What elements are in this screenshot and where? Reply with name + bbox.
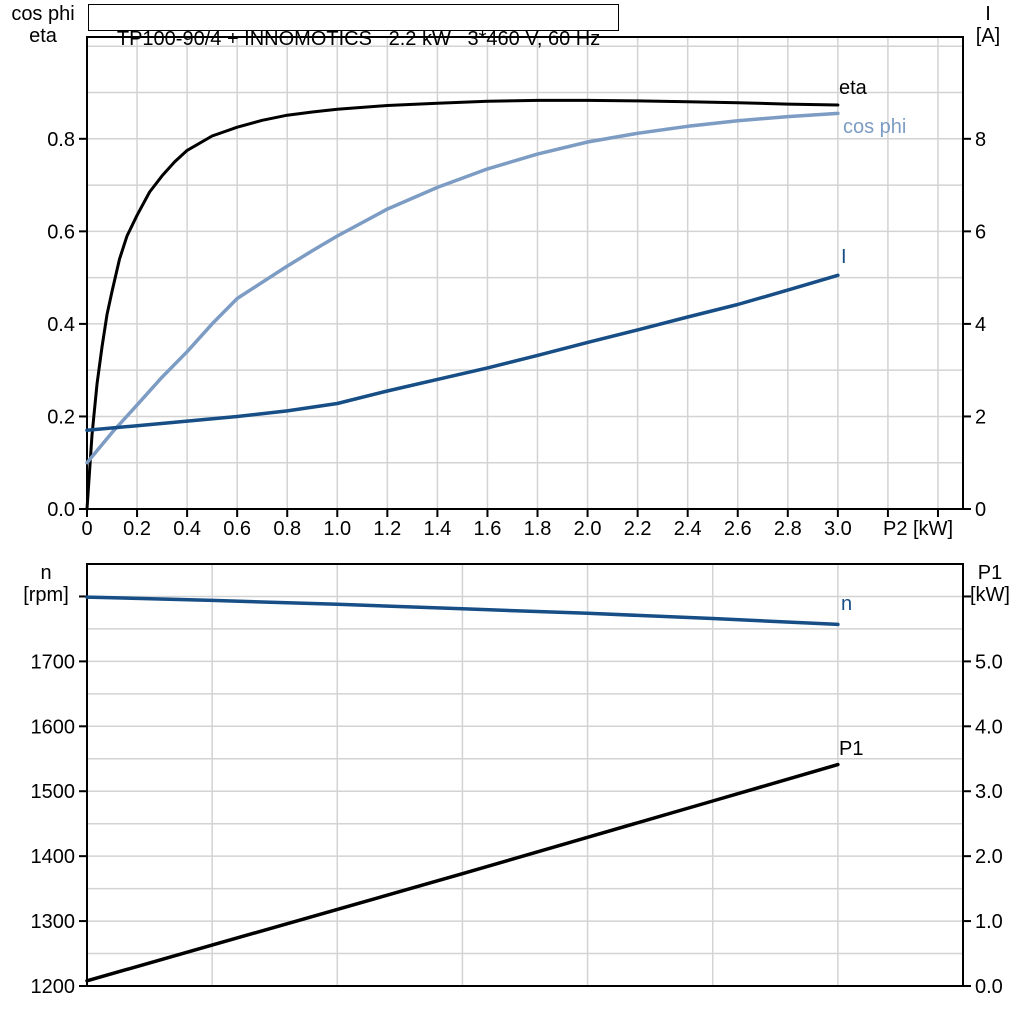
y-left-tick-label: 1300	[31, 911, 76, 933]
plot-frame	[86, 36, 964, 510]
speed-curve	[85, 595, 840, 627]
axis-title-line: I	[985, 3, 991, 25]
x-tick-label: 2.6	[724, 518, 752, 540]
y-right-tick-label: 2.0	[975, 846, 1003, 868]
chart-title: TP100-90/4 + INNOMOTICS 2.2 kW 3*460 V, …	[116, 28, 601, 50]
p1-curve	[85, 762, 840, 983]
current-curve	[85, 273, 840, 433]
y-left-tick-label: 1600	[31, 716, 76, 738]
axis-title-line: P1	[977, 562, 1003, 584]
plot-frame	[86, 563, 964, 987]
axis-title-line: eta	[29, 25, 57, 47]
top-right-axis-title: I [A]	[956, 3, 1020, 47]
cos-phi-curve	[85, 111, 840, 465]
y-left-tick-label: 0.4	[47, 314, 75, 336]
y-left-tick-label: 1700	[31, 651, 76, 673]
x-tick-label: 1.8	[524, 518, 552, 540]
y-left-tick-label: 1200	[31, 976, 76, 998]
axis-title-line: cos phi	[11, 3, 75, 25]
x-tick-label: 3.0	[824, 518, 852, 540]
axis-title-line: [A]	[975, 25, 1001, 47]
bottom-right-axis-title: P1 [kW]	[958, 562, 1022, 606]
x-tick-label: 1.2	[373, 518, 401, 540]
eta-curve-label: eta	[839, 77, 868, 99]
x-tick-label: 1.4	[423, 518, 451, 540]
y-left-tick-label: 0.2	[47, 406, 75, 428]
axis-title-line: n	[40, 562, 52, 584]
axis-title-line: [rpm]	[23, 584, 69, 606]
x-tick-label: 0	[81, 518, 92, 540]
y-right-tick-label: 4.0	[975, 716, 1003, 738]
y-right-tick-label: 1.0	[975, 911, 1003, 933]
x-tick-label: 1.6	[474, 518, 502, 540]
y-right-tick-label: 0.0	[975, 976, 1003, 998]
y-left-tick-label: 0.6	[47, 221, 75, 243]
x-tick-label: 0.4	[173, 518, 201, 540]
bottom-left-axis-title: n [rpm]	[4, 562, 88, 606]
axis-title-line: [kW]	[970, 584, 1010, 606]
y-right-tick-label: 2	[975, 406, 986, 428]
x-axis-label: P2 [kW]	[883, 518, 953, 540]
x-tick-label: 1.0	[323, 518, 351, 540]
y-right-tick-label: 5.0	[975, 651, 1003, 673]
y-left-tick-label: 0.8	[47, 129, 75, 151]
top-left-axis-title: cos phi eta	[0, 3, 86, 47]
y-right-tick-label: 8	[975, 129, 986, 151]
y-right-tick-label: 3.0	[975, 781, 1003, 803]
current-curve-label: I	[841, 246, 847, 268]
x-tick-label: 2.2	[624, 518, 652, 540]
p1-curve-label: P1	[839, 738, 863, 760]
x-tick-label: 0.2	[123, 518, 151, 540]
x-tick-label: 0.8	[273, 518, 301, 540]
cos-phi-curve-label: cos phi	[843, 116, 906, 138]
x-tick-label: 0.6	[223, 518, 251, 540]
speed-curve-label: n	[841, 593, 852, 615]
x-tick-label: 2.4	[674, 518, 702, 540]
y-right-tick-label: 6	[975, 221, 986, 243]
y-left-tick-label: 1400	[31, 846, 76, 868]
y-right-tick-label: 4	[975, 314, 986, 336]
x-tick-label: 2.8	[774, 518, 802, 540]
eta-curve	[85, 98, 840, 511]
chart-title-box: TP100-90/4 + INNOMOTICS 2.2 kW 3*460 V, …	[88, 4, 619, 50]
y-left-tick-label: 0.0	[47, 499, 75, 521]
x-tick-label: 2.0	[574, 518, 602, 540]
y-left-tick-label: 1500	[31, 781, 76, 803]
y-right-tick-label: 0	[975, 499, 986, 521]
